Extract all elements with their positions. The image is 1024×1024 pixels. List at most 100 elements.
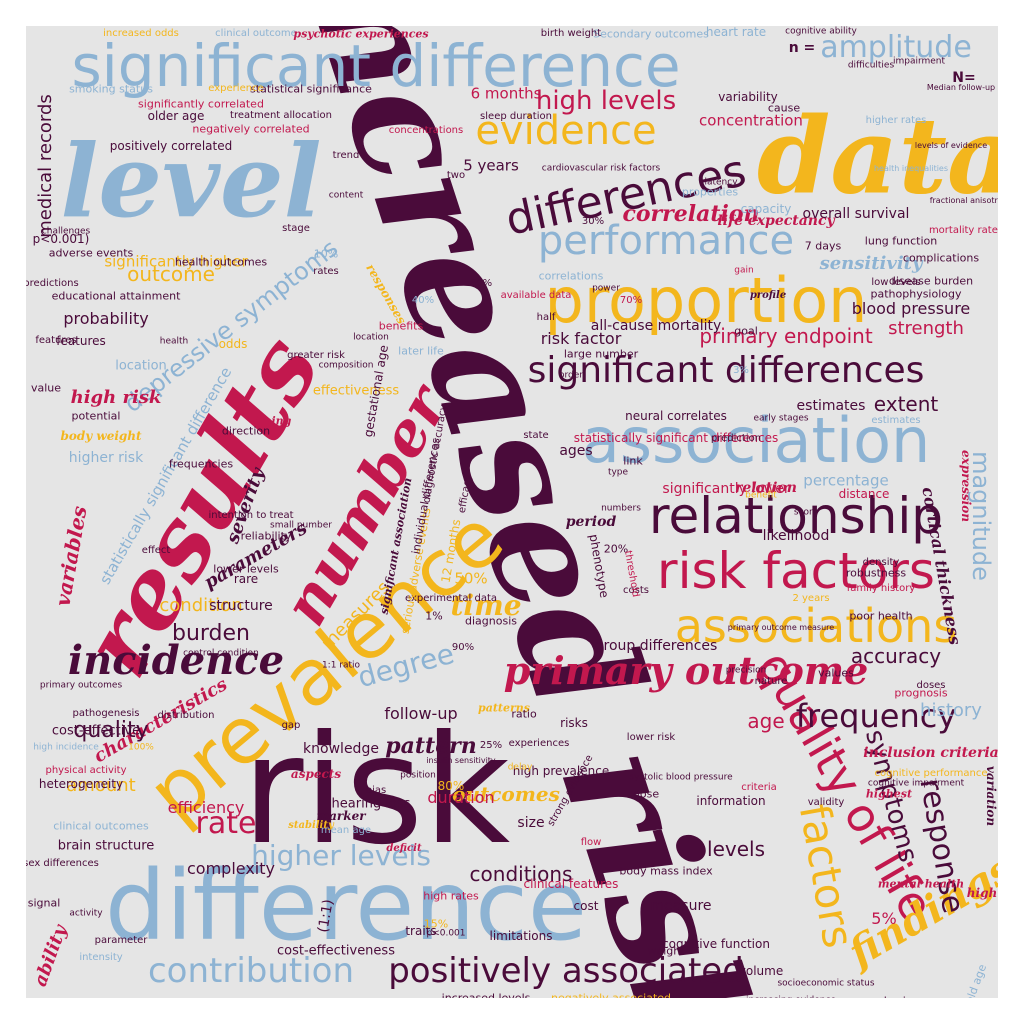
word-later-life: later life — [398, 344, 444, 358]
word-increased-odds: increased odds — [103, 28, 179, 39]
word-level: level — [60, 122, 322, 240]
word-extent: extent — [873, 392, 939, 416]
word-accuracy: accuracy — [850, 644, 942, 668]
word-clinical-outcomes: clinical outcomes — [53, 819, 149, 833]
word-likelihood: likelihood — [762, 528, 830, 544]
word-profile: profile — [749, 290, 787, 301]
word-intention-to-treat: intention to treat — [208, 510, 294, 521]
word-link: link — [623, 454, 643, 468]
word-negatively-correlated: negatively correlated — [192, 122, 310, 136]
word-cognitive-impairment: cognitive impairment — [867, 778, 965, 789]
word-history: history — [920, 700, 982, 721]
word-primary-outcome-measure: primary outcome measure — [727, 623, 835, 632]
word-available-data: available data — [500, 290, 572, 301]
word-goal: goal — [734, 324, 758, 338]
word-heart-rate: heart rate — [705, 26, 767, 39]
word-estimates-2: estimates — [871, 415, 921, 426]
word-90pct: 90% — [451, 642, 475, 653]
word-dose: dose — [632, 787, 660, 801]
word-high-levels: high levels — [535, 86, 677, 116]
word-cloud-panel: increased risk risk difference results d… — [26, 26, 998, 998]
word-associations: associations — [674, 599, 958, 653]
word-density: density — [862, 557, 900, 568]
word-precision: precision — [725, 665, 767, 676]
word-positively-associated: positively associated — [388, 951, 744, 991]
word-data: data — [757, 93, 998, 218]
word-follow-up: follow-up — [384, 704, 458, 723]
word-time: time — [450, 589, 522, 622]
word-25pct: 25% — [479, 740, 503, 751]
word-distribution: distribution — [157, 710, 215, 721]
word-pattern: pattern — [385, 733, 477, 759]
word-rare: rare — [233, 572, 259, 586]
word-association: association — [581, 404, 931, 477]
word-inclusion-criteria: inclusion criteria — [863, 745, 998, 761]
word-frequency: frequency — [795, 697, 957, 735]
word-primary-endpoint: primary endpoint — [699, 324, 873, 348]
word-trend: trend — [332, 150, 360, 161]
word-frequencies: frequencies — [168, 457, 234, 471]
word-p-0001: p<0.001 — [426, 928, 466, 939]
word-overall-survival: overall survival — [802, 206, 910, 222]
word-rates: rates — [313, 266, 339, 277]
word-proportion: proportion — [544, 264, 868, 337]
word-structure: structure — [209, 598, 273, 614]
word-experience: experience — [208, 83, 264, 94]
word-bias: bias — [365, 785, 387, 796]
word-gap: gap — [281, 720, 301, 731]
word-stage: stage — [282, 223, 310, 234]
word-positively-correlated: positively correlated — [109, 139, 233, 153]
word-lung-function: lung function — [864, 234, 938, 248]
word-score: score — [793, 507, 819, 518]
word-highest: highest — [865, 787, 913, 801]
word-traits: traits — [405, 924, 437, 938]
word-criteria: criteria — [741, 782, 777, 793]
word-cost-effective: cost-effective — [51, 723, 141, 739]
word-n-equals: n = — [788, 40, 816, 56]
word-7-days: 7 days — [804, 239, 842, 253]
word-older-age: older age — [147, 109, 205, 123]
word-significant-difference: significant difference — [71, 32, 681, 100]
word-measure: measure — [650, 898, 712, 914]
word-fractional-anisotropy: fractional anisotropy — [929, 196, 998, 205]
word-health: health — [159, 336, 189, 347]
word-risk-factor: risk factor — [540, 329, 622, 348]
word-evidence: evidence — [475, 108, 657, 154]
word-values: values — [818, 666, 854, 680]
word-p-0001-close: p<0.001) — [32, 232, 90, 246]
word-blood-pressure: blood pressure — [851, 299, 971, 318]
word-aspects: aspects — [290, 767, 342, 781]
word-location-small: location — [353, 332, 389, 343]
word-percentage: percentage — [803, 471, 889, 490]
word-predictions: predictions — [26, 278, 79, 289]
word-distance: distance — [838, 487, 890, 501]
word-70pct: 70% — [619, 295, 643, 306]
word-socioeconomic-status: socioeconomic status — [777, 978, 875, 989]
word-impairment: impairment — [892, 56, 946, 67]
word-variability: variability — [718, 90, 778, 104]
word-strength: strength — [888, 318, 964, 339]
word-probability: probability — [63, 309, 149, 328]
word-numbers: numbers — [601, 503, 641, 514]
word-1-1-ratio: 1:1 ratio — [321, 660, 361, 671]
word-hearing-loss: hearing loss — [331, 796, 411, 812]
word-body-weight: body weight — [60, 429, 142, 443]
word-marker: marker — [316, 809, 366, 823]
word-order: order — [559, 370, 583, 381]
word-challenges: challenges — [41, 226, 91, 237]
word-heterogeneity: heterogeneity — [38, 777, 124, 791]
word-content: content — [328, 190, 364, 201]
word-prognosis: prognosis — [894, 686, 948, 700]
word-limitations: limitations — [489, 929, 553, 943]
word-high-incidence: high incidence — [33, 742, 99, 753]
word-experiences: experiences — [508, 738, 570, 749]
word-size: size — [517, 815, 545, 831]
word-statistical-significance: statistical significance — [250, 82, 372, 96]
word-group-differences: group differences — [594, 638, 718, 654]
word-1pct: 1% — [425, 609, 443, 623]
word-low-levels: low levels — [871, 277, 921, 288]
word-odds: odds — [218, 337, 248, 351]
word-capacity: capacity — [740, 202, 792, 216]
word-cognitive-performance: cognitive performance — [874, 768, 988, 779]
